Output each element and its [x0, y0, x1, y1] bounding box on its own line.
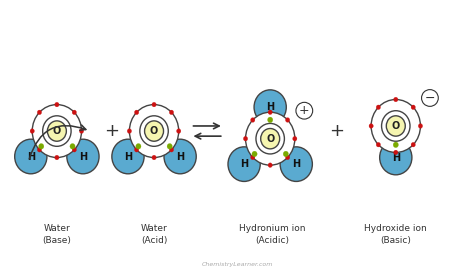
Circle shape	[244, 136, 247, 141]
Circle shape	[393, 97, 398, 102]
Text: H: H	[27, 151, 35, 162]
Text: +: +	[104, 122, 119, 140]
Circle shape	[228, 147, 260, 182]
Circle shape	[43, 116, 71, 146]
Circle shape	[176, 129, 181, 133]
Text: H: H	[292, 159, 301, 169]
Circle shape	[136, 144, 141, 149]
Circle shape	[280, 147, 312, 182]
Circle shape	[135, 110, 139, 115]
Circle shape	[169, 110, 173, 115]
Text: H: H	[266, 102, 274, 112]
Circle shape	[371, 99, 420, 152]
Circle shape	[418, 124, 422, 128]
Circle shape	[167, 144, 173, 149]
Circle shape	[112, 139, 144, 174]
Circle shape	[67, 139, 99, 174]
Circle shape	[268, 110, 272, 115]
Text: Water
(Acid): Water (Acid)	[141, 224, 167, 245]
Text: O: O	[150, 126, 158, 136]
Circle shape	[251, 155, 255, 160]
Text: Water
(Base): Water (Base)	[43, 224, 71, 245]
Text: Autoionization of Water: Autoionization of Water	[126, 12, 348, 30]
Circle shape	[283, 151, 289, 157]
Text: O: O	[392, 121, 400, 131]
Circle shape	[369, 124, 374, 128]
Text: H: H	[392, 153, 400, 163]
Text: +: +	[329, 122, 344, 140]
Circle shape	[129, 105, 179, 157]
Text: O: O	[53, 126, 61, 136]
Circle shape	[285, 155, 290, 160]
Circle shape	[411, 105, 415, 109]
Text: O: O	[266, 134, 274, 144]
Text: Hydroxide ion
(Basic): Hydroxide ion (Basic)	[365, 224, 427, 245]
Circle shape	[47, 121, 66, 141]
Circle shape	[15, 139, 47, 174]
Text: −: −	[425, 92, 435, 105]
Text: H: H	[240, 159, 248, 169]
Circle shape	[252, 151, 257, 157]
Text: H: H	[124, 151, 132, 162]
Circle shape	[38, 144, 44, 149]
Circle shape	[80, 129, 83, 133]
Circle shape	[145, 121, 164, 141]
Circle shape	[140, 116, 168, 146]
Circle shape	[261, 128, 280, 149]
Circle shape	[285, 118, 290, 122]
Circle shape	[72, 110, 76, 115]
Circle shape	[393, 150, 398, 155]
Circle shape	[127, 129, 132, 133]
Circle shape	[254, 90, 286, 124]
Circle shape	[152, 102, 156, 107]
Text: +: +	[299, 104, 310, 117]
Circle shape	[393, 142, 398, 148]
Circle shape	[376, 105, 381, 109]
Circle shape	[411, 142, 415, 147]
Circle shape	[293, 136, 297, 141]
Circle shape	[70, 144, 75, 149]
Circle shape	[251, 118, 255, 122]
Circle shape	[30, 129, 34, 133]
Circle shape	[380, 140, 412, 175]
Circle shape	[164, 139, 196, 174]
Circle shape	[55, 102, 59, 107]
Circle shape	[32, 105, 82, 157]
Circle shape	[256, 123, 284, 154]
Text: Hydronium ion
(Acidic): Hydronium ion (Acidic)	[239, 224, 306, 245]
Circle shape	[152, 155, 156, 160]
Circle shape	[267, 117, 273, 123]
Circle shape	[268, 163, 272, 167]
Circle shape	[376, 142, 381, 147]
Circle shape	[72, 147, 76, 152]
Circle shape	[37, 147, 42, 152]
Circle shape	[135, 147, 139, 152]
Text: H: H	[176, 151, 184, 162]
Circle shape	[382, 111, 410, 141]
Circle shape	[169, 147, 173, 152]
Circle shape	[37, 110, 42, 115]
Text: ChemistryLearner.com: ChemistryLearner.com	[201, 262, 273, 267]
Circle shape	[246, 112, 295, 165]
Text: H: H	[79, 151, 87, 162]
Circle shape	[55, 155, 59, 160]
Circle shape	[386, 116, 405, 136]
